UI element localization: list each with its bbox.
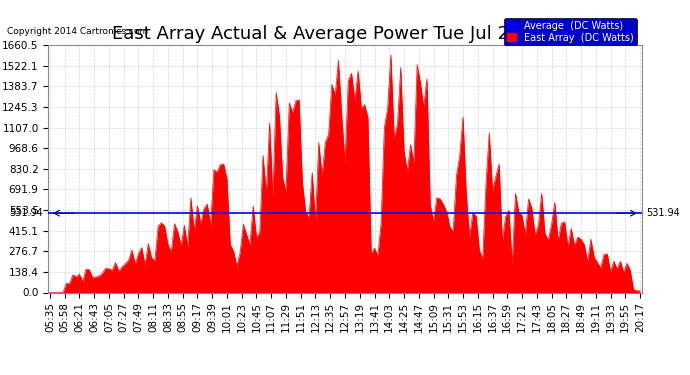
Legend: Average  (DC Watts), East Array  (DC Watts): Average (DC Watts), East Array (DC Watts… [504, 18, 637, 45]
Text: 531.94: 531.94 [647, 208, 680, 218]
Text: Copyright 2014 Cartronics.com: Copyright 2014 Cartronics.com [7, 27, 148, 36]
Text: 531.94: 531.94 [10, 208, 43, 218]
Title: East Array Actual & Average Power Tue Jul 22 20:31: East Array Actual & Average Power Tue Ju… [112, 26, 578, 44]
